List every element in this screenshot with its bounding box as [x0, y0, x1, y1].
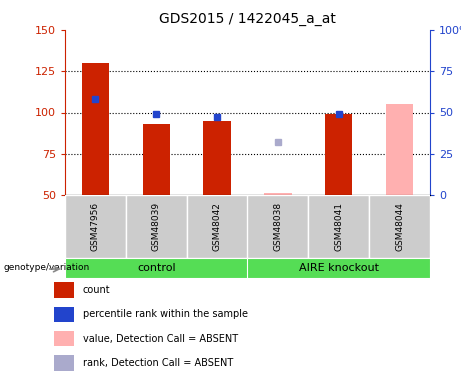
- Bar: [248, 195, 308, 258]
- Text: control: control: [137, 263, 176, 273]
- Text: GSM47956: GSM47956: [91, 202, 100, 251]
- Bar: [248, 258, 430, 278]
- Text: AIRE knockout: AIRE knockout: [299, 263, 379, 273]
- Text: GSM48042: GSM48042: [213, 202, 222, 251]
- Text: percentile rank within the sample: percentile rank within the sample: [83, 309, 248, 320]
- Text: rank, Detection Call = ABSENT: rank, Detection Call = ABSENT: [83, 358, 233, 368]
- Text: value, Detection Call = ABSENT: value, Detection Call = ABSENT: [83, 334, 238, 344]
- Bar: [54, 331, 75, 346]
- Bar: [82, 63, 109, 195]
- Bar: [142, 124, 170, 195]
- Text: GSM48044: GSM48044: [395, 202, 404, 251]
- Bar: [65, 258, 248, 278]
- Text: GSM48041: GSM48041: [334, 202, 343, 251]
- Bar: [308, 195, 369, 258]
- Bar: [54, 282, 75, 298]
- Text: count: count: [83, 285, 110, 295]
- Bar: [203, 121, 231, 195]
- Bar: [54, 355, 75, 370]
- Bar: [369, 195, 430, 258]
- Text: GSM48039: GSM48039: [152, 202, 161, 251]
- Text: GSM48038: GSM48038: [273, 202, 283, 251]
- Bar: [386, 104, 413, 195]
- Title: GDS2015 / 1422045_a_at: GDS2015 / 1422045_a_at: [159, 12, 336, 26]
- Bar: [65, 195, 126, 258]
- Bar: [187, 195, 248, 258]
- Bar: [126, 195, 187, 258]
- Bar: [264, 194, 292, 195]
- Bar: [54, 307, 75, 322]
- Text: genotype/variation: genotype/variation: [3, 262, 89, 272]
- Bar: [325, 114, 353, 195]
